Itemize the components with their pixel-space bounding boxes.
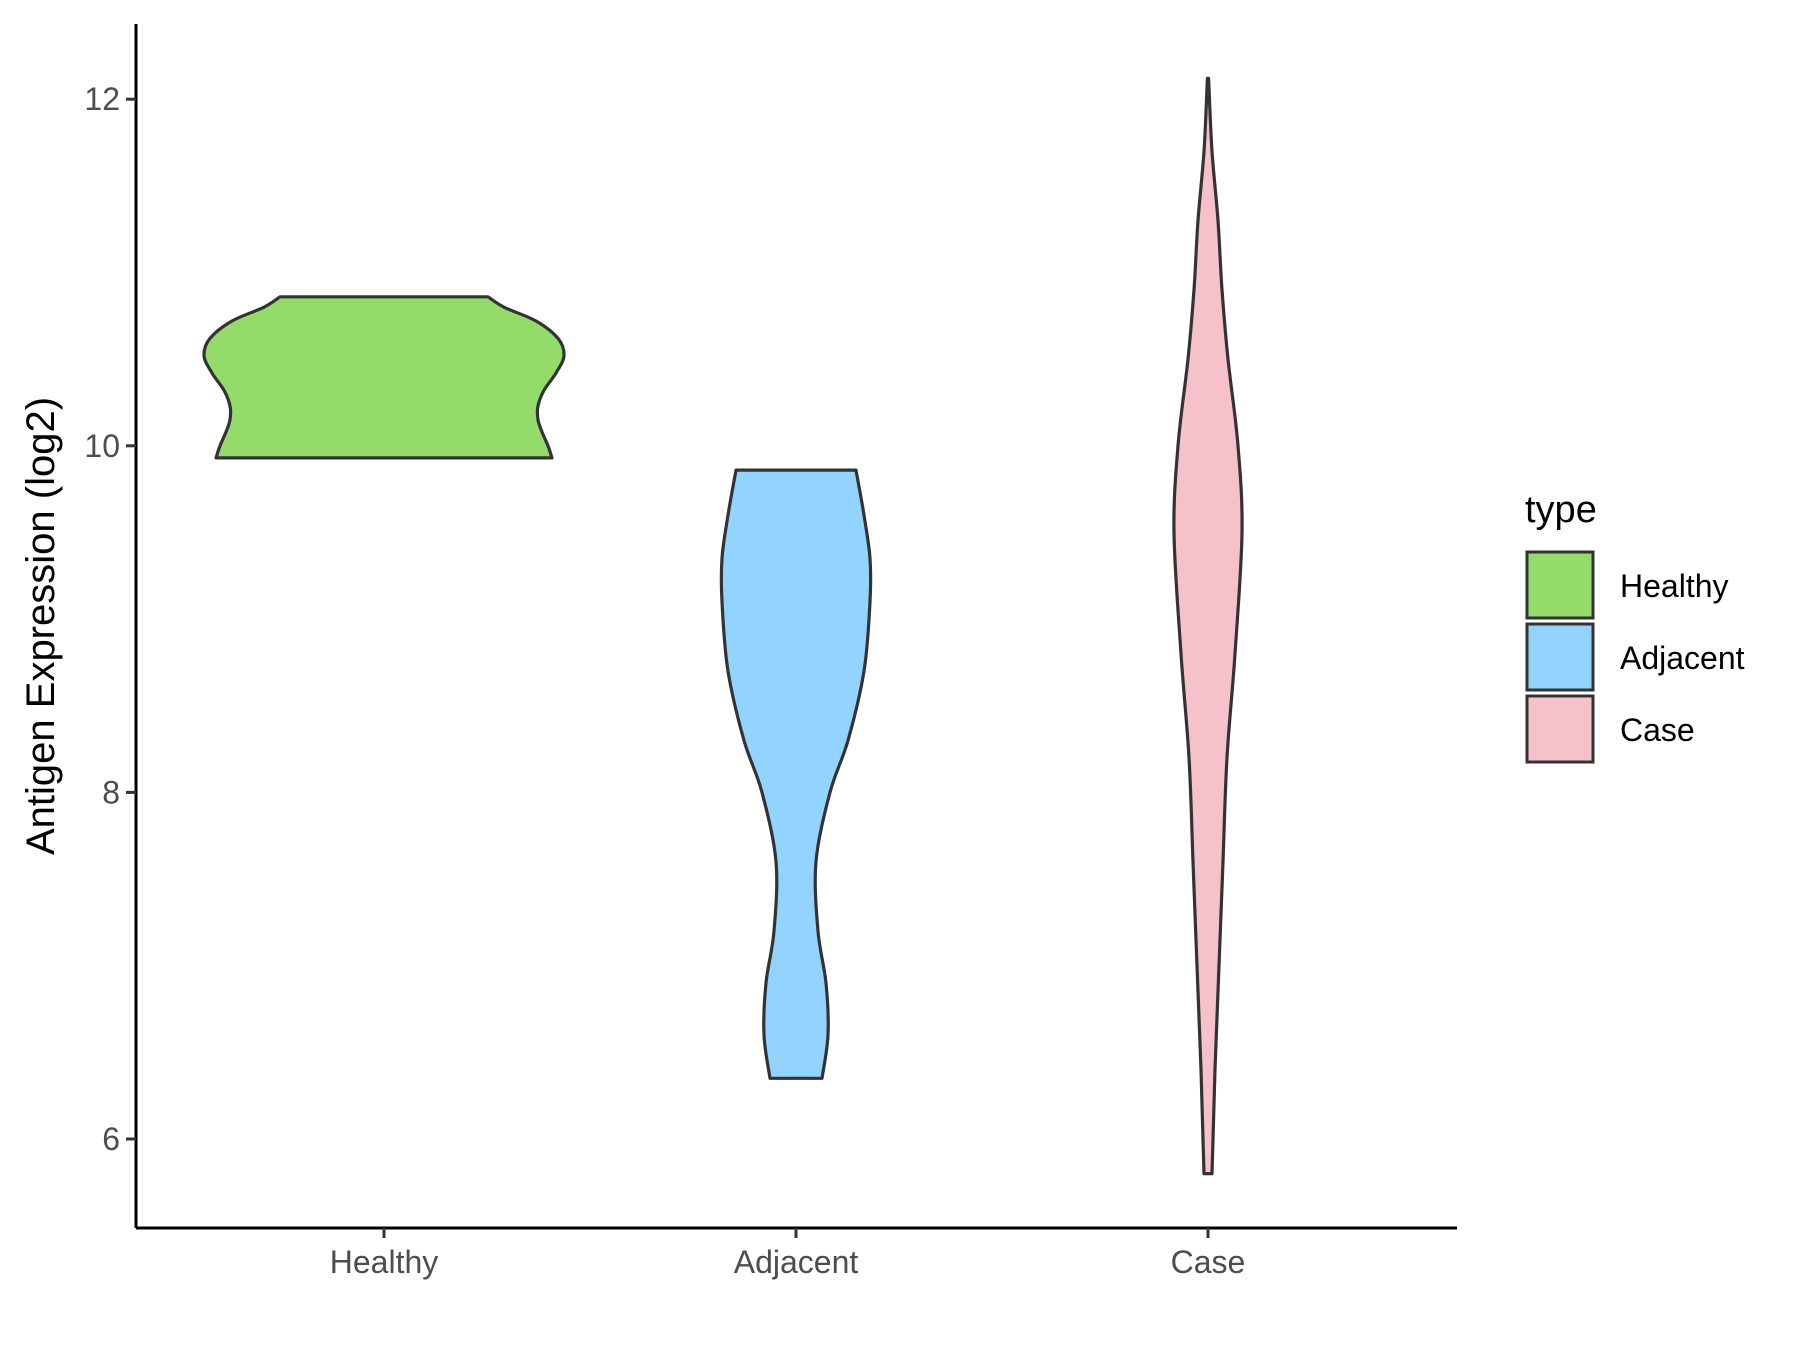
legend-title: type	[1525, 489, 1597, 531]
y-tick-label: 8	[102, 774, 120, 810]
x-tick-label: Healthy	[330, 1244, 439, 1280]
violin-case	[1172, 76, 1244, 1176]
legend-label-case: Case	[1620, 712, 1695, 748]
legend-key-case	[1525, 694, 1595, 764]
violin-healthy	[202, 295, 566, 460]
y-axis-title: Antigen Expression (log2)	[19, 397, 63, 855]
legend: type Healthy Adjacent Case	[1525, 489, 1745, 764]
legend-label-healthy: Healthy	[1620, 568, 1729, 604]
violin-group	[202, 76, 1244, 1176]
y-tick-label: 10	[84, 428, 120, 464]
violin-adjacent	[719, 468, 873, 1080]
legend-key-adjacent	[1525, 622, 1595, 692]
x-tick-label: Adjacent	[734, 1244, 859, 1280]
x-tick-label: Case	[1171, 1244, 1246, 1280]
y-ticks: 6 8 10 12	[84, 81, 136, 1157]
x-ticks: Healthy Adjacent Case	[330, 1228, 1246, 1280]
legend-key-healthy	[1525, 550, 1595, 620]
y-tick-label: 6	[102, 1121, 120, 1157]
legend-label-adjacent: Adjacent	[1620, 640, 1745, 676]
y-tick-label: 12	[84, 81, 120, 117]
